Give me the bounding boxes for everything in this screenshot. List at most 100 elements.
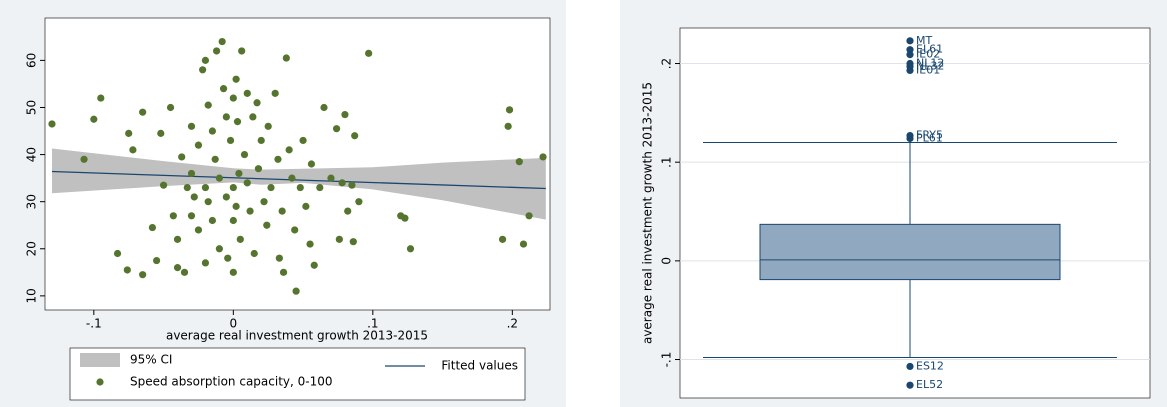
point (344, 207, 352, 215)
point (211, 155, 219, 163)
point (288, 174, 296, 182)
point (285, 146, 293, 154)
point (355, 198, 363, 206)
legend-label: 95% CI (130, 353, 172, 367)
point (208, 127, 217, 135)
point (218, 37, 226, 46)
outlier (906, 46, 914, 54)
point (129, 146, 137, 154)
point (232, 75, 240, 83)
x-axis-title: average real investment growth 2013-2015 (166, 329, 428, 343)
point (173, 264, 182, 272)
point (260, 198, 268, 206)
right-plot-area (679, 27, 1151, 399)
legend-label: Speed absorption capacity, 0-100 (130, 375, 333, 389)
outlier (906, 51, 914, 59)
outlier (906, 66, 914, 75)
point (212, 47, 221, 55)
fitted-line (51, 170, 546, 190)
point (80, 155, 88, 163)
outlier (906, 37, 914, 45)
point (199, 66, 207, 74)
y-tick-label: .1 (660, 156, 674, 167)
point (232, 202, 240, 210)
ci-band (51, 148, 546, 220)
point (275, 254, 283, 262)
point (215, 245, 223, 253)
point (139, 271, 147, 279)
point (401, 214, 409, 222)
point (299, 136, 307, 145)
point (113, 249, 122, 258)
outlier-label: NL12 (916, 57, 944, 70)
point (222, 193, 230, 201)
point (302, 202, 310, 210)
point (267, 183, 275, 192)
point (306, 240, 314, 248)
point (238, 47, 246, 55)
point (235, 169, 243, 178)
point (335, 235, 343, 243)
point (159, 181, 168, 189)
point (148, 223, 157, 232)
point (310, 261, 318, 269)
point (307, 160, 316, 168)
point (187, 169, 196, 178)
point (505, 106, 514, 114)
point (279, 268, 288, 276)
point (332, 125, 341, 133)
outlier-label: NL32 (916, 59, 944, 72)
point (349, 238, 357, 246)
y-tick-label: .2 (660, 58, 674, 69)
point (351, 132, 359, 140)
outlier-label: ES12 (916, 359, 944, 372)
point (201, 183, 210, 192)
point (282, 54, 290, 62)
point (338, 179, 346, 187)
point (204, 198, 212, 206)
point (348, 181, 356, 189)
x-tick-label: .2 (507, 317, 518, 331)
point (291, 226, 299, 234)
x-tick-label: -.1 (86, 317, 102, 331)
point (539, 153, 547, 161)
point (292, 287, 300, 295)
x-tick-label: 0 (230, 317, 238, 331)
point (166, 103, 175, 112)
x-tick-label: .1 (367, 317, 378, 331)
point (274, 155, 282, 163)
point (153, 256, 161, 265)
legend-box (69, 347, 526, 401)
point (229, 216, 237, 225)
point (215, 174, 223, 182)
point (48, 120, 56, 128)
outlier-label: IE02 (916, 48, 940, 61)
point (271, 89, 279, 97)
point (139, 108, 147, 116)
outlier-label: IE01 (916, 63, 940, 76)
point (178, 153, 186, 161)
point (525, 212, 533, 220)
point (246, 207, 254, 215)
y-tick-label: -.1 (660, 352, 674, 368)
outlier-label: EL61 (916, 43, 943, 56)
point (327, 174, 335, 182)
point (125, 129, 133, 137)
point (194, 226, 203, 234)
point (406, 245, 415, 253)
box (759, 223, 1061, 281)
point (226, 136, 235, 145)
point (183, 183, 191, 192)
point (504, 122, 512, 130)
legend-label: Fitted values (441, 359, 518, 373)
point (240, 150, 249, 159)
y-tick-label: 50 (25, 100, 39, 115)
legend-swatch (80, 353, 120, 367)
point (254, 165, 263, 173)
outlier (906, 134, 914, 143)
point (249, 113, 257, 121)
point (229, 183, 237, 192)
point (224, 254, 232, 262)
point (229, 268, 237, 276)
